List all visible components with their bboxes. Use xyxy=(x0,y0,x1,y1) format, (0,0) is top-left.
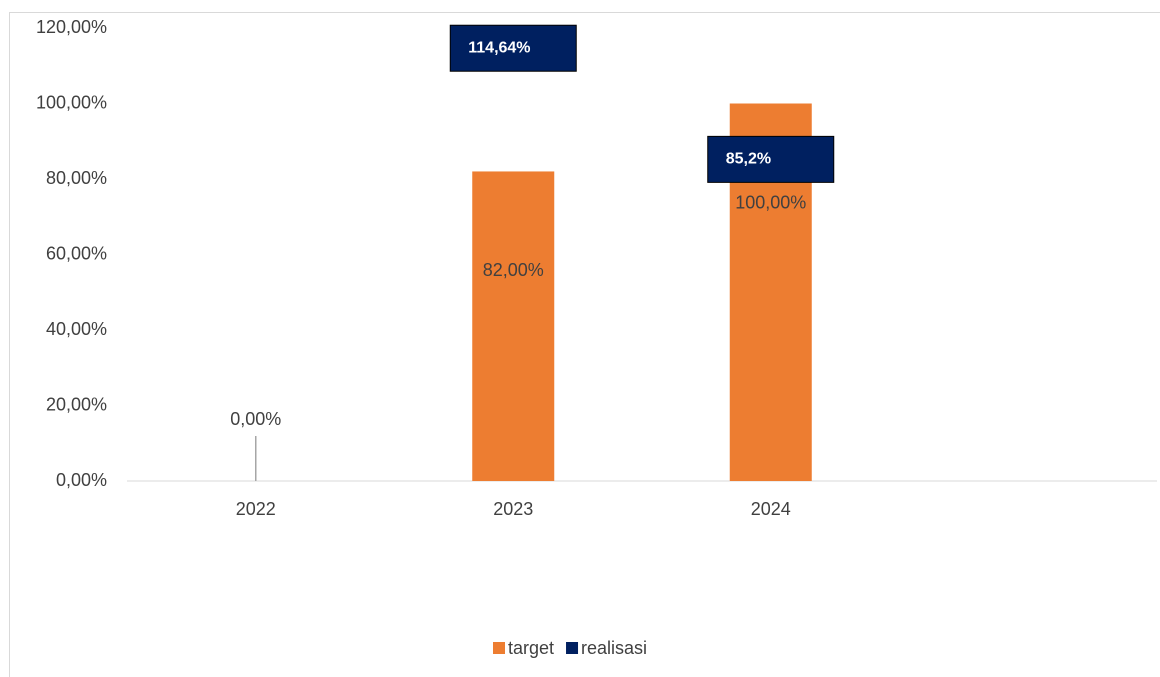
y-tick-label: 0,00% xyxy=(56,470,107,490)
legend-label: target xyxy=(508,638,554,658)
realisasi-callout xyxy=(707,135,835,183)
y-tick-label: 20,00% xyxy=(46,394,107,414)
bar xyxy=(472,171,555,481)
x-tick-label: 2024 xyxy=(751,499,791,519)
y-tick-label: 40,00% xyxy=(46,319,107,339)
x-tick-label: 2023 xyxy=(493,499,533,519)
y-tick-label: 100,00% xyxy=(36,92,107,112)
y-tick-label: 60,00% xyxy=(46,243,107,263)
x-tick-label: 2022 xyxy=(236,499,276,519)
data-label: 82,00% xyxy=(483,260,544,280)
data-label: 114,64% xyxy=(468,39,530,56)
y-tick-label: 120,00% xyxy=(36,17,107,37)
legend-swatch xyxy=(566,642,579,654)
data-label: 85,2% xyxy=(726,151,771,168)
realisasi-callout xyxy=(449,24,577,72)
y-tick-label: 80,00% xyxy=(46,168,107,188)
data-label: 100,00% xyxy=(735,192,806,212)
legend-swatch xyxy=(493,642,505,654)
chart-frame xyxy=(9,12,1160,677)
legend-label: realisasi xyxy=(581,638,647,658)
data-label: 0,00% xyxy=(230,409,281,429)
